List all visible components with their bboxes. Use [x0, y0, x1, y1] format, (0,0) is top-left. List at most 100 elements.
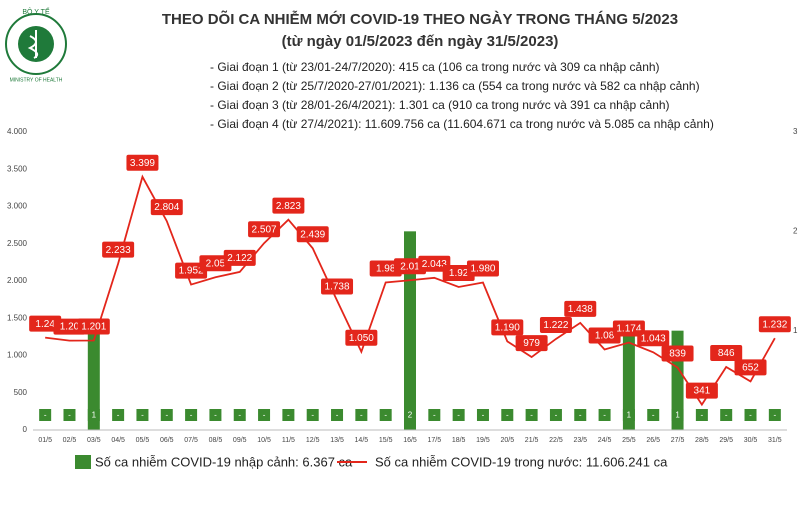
bar-label: - [774, 411, 777, 420]
x-tick-label: 02/5 [63, 437, 77, 444]
annotation: - Giai đoạn 4 (từ 27/4/2021): 11.609.756… [210, 117, 714, 131]
data-label-box [248, 221, 281, 238]
y-tick-label: 4.000 [7, 127, 28, 136]
bar-label-box [355, 409, 368, 421]
data-label: 839 [669, 349, 686, 360]
data-label-box [539, 316, 572, 333]
data-label-box [466, 260, 499, 277]
x-tick-label: 15/5 [379, 437, 393, 444]
y-tick-label: 1.500 [7, 313, 28, 322]
bar-label-box [379, 409, 392, 421]
logo: BỘ Y TẾ MINISTRY OF HEALTH [5, 6, 67, 83]
data-label-box [564, 300, 597, 317]
bar-label-box [282, 409, 295, 421]
data-label-box [515, 335, 548, 352]
bar-label: - [263, 411, 266, 420]
bar-label-box [404, 409, 416, 421]
bar-label-box [331, 409, 344, 421]
data-label-box [345, 329, 378, 346]
y-tick-label: 0 [23, 425, 28, 434]
x-tick-label: 13/5 [330, 437, 344, 444]
bar-label: - [482, 411, 485, 420]
x-tick-label: 10/5 [257, 437, 271, 444]
x-tick-label: 27/5 [671, 437, 685, 444]
data-label-box [661, 345, 694, 362]
bar-label: - [749, 411, 752, 420]
y2-tick-label: 2 [793, 226, 798, 235]
data-label: 1.98 [376, 264, 396, 275]
chart-subtitle: (từ ngày 01/5/2023 đến ngày 31/5/2023) [282, 33, 559, 50]
x-tick-label: 22/5 [549, 437, 563, 444]
bar [622, 330, 635, 430]
bar-label-box [768, 409, 781, 421]
bar-label-box [622, 409, 635, 421]
bar-label: - [214, 411, 217, 420]
bar [87, 330, 100, 430]
data-label: 2.043 [422, 259, 447, 270]
annotation: - Giai đoạn 1 (từ 23/01-24/7/2020): 415 … [210, 60, 660, 74]
x-tick-label: 01/5 [38, 437, 52, 444]
x-tick-label: 25/5 [622, 437, 636, 444]
bar-label: - [117, 411, 120, 420]
bar-label: 2 [408, 411, 413, 420]
y-tick-label: 3.500 [7, 164, 28, 173]
data-label: 1.232 [762, 319, 787, 330]
data-label: 1.190 [495, 322, 520, 333]
bar-label-box [233, 409, 246, 421]
bar-label-box [209, 409, 222, 421]
x-tick-label: 14/5 [355, 437, 369, 444]
x-tick-label: 04/5 [111, 437, 125, 444]
data-label: 1.043 [641, 333, 666, 344]
bar-label: - [433, 411, 436, 420]
data-label-box [150, 199, 183, 216]
bar-label: - [287, 411, 290, 420]
data-label: 1.08 [595, 331, 615, 342]
bar-label: - [384, 411, 387, 420]
data-label: 1.050 [349, 333, 374, 344]
x-tick-label: 07/5 [184, 437, 198, 444]
data-label: 341 [694, 386, 711, 397]
bar-label: - [457, 411, 460, 420]
annotation: - Giai đoạn 3 (từ 28/01-26/4/2021): 1.30… [210, 98, 670, 112]
data-label-box [685, 382, 718, 399]
data-label: 2.05 [206, 258, 226, 269]
bar-label: - [603, 411, 606, 420]
bar-label: - [190, 411, 193, 420]
bar-label-box [452, 409, 465, 421]
bar-label-box [185, 409, 198, 421]
bar-label: 1 [627, 411, 632, 420]
data-label-box [612, 320, 645, 337]
x-tick-label: 28/5 [695, 437, 709, 444]
data-label-box [321, 278, 354, 295]
data-label-box [442, 264, 475, 281]
x-tick-label: 29/5 [719, 437, 733, 444]
bar-label-box [744, 409, 757, 421]
x-tick-label: 06/5 [160, 437, 174, 444]
data-label-box [588, 327, 621, 344]
bar-label-box [160, 409, 173, 421]
data-label: 1.438 [568, 304, 593, 315]
x-tick-label: 23/5 [573, 437, 587, 444]
x-tick-label: 03/5 [87, 437, 101, 444]
data-label-box [637, 330, 670, 347]
legend-swatch [75, 455, 91, 469]
logo-text: BỘ Y TẾ [22, 6, 50, 16]
data-label: 2.233 [106, 245, 131, 256]
y-tick-label: 2.500 [7, 239, 28, 248]
bar-label-box [647, 409, 660, 421]
data-label-box [369, 260, 402, 277]
bar-label-box [695, 409, 708, 421]
bar-label: - [701, 411, 704, 420]
annotation: - Giai đoạn 2 (từ 25/7/2020-27/01/2021):… [210, 79, 700, 93]
data-label-box [126, 154, 159, 171]
x-tick-label: 21/5 [525, 437, 539, 444]
y2-tick-label: 1 [793, 326, 798, 335]
bar-label: - [725, 411, 728, 420]
data-label: 1.738 [325, 282, 350, 293]
y-tick-label: 3.000 [7, 202, 28, 211]
x-tick-label: 20/5 [500, 437, 514, 444]
data-label-box [418, 255, 451, 272]
data-label: 1.222 [543, 320, 568, 331]
data-label: 1.952 [179, 266, 204, 277]
